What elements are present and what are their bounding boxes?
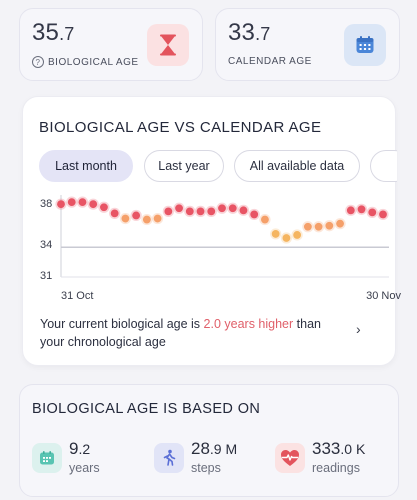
data-point: [121, 214, 130, 223]
data-point: [228, 204, 237, 213]
data-point: [175, 204, 183, 213]
insight-text: Your current biological age is 2.0 years…: [40, 317, 321, 349]
bio-vs-calendar-card: BIOLOGICAL AGE VS CALENDAR AGE Last mont…: [22, 96, 401, 366]
y-tick-label: 34: [40, 239, 52, 251]
data-point: [132, 211, 141, 220]
based-on-title: BIOLOGICAL AGE IS BASED ON: [32, 401, 261, 417]
biological-age-label: ? BIOLOGICAL AGE: [32, 56, 139, 68]
metric-steps-label: steps: [191, 461, 221, 475]
data-point: [164, 207, 173, 216]
tab-more[interactable]: [370, 150, 397, 182]
data-point: [100, 203, 108, 212]
y-tick-label: 38: [40, 198, 52, 210]
data-point: [282, 234, 291, 242]
data-point: [346, 206, 355, 215]
x-tick-label: 31 Oct: [61, 290, 93, 302]
walking-icon: [154, 443, 184, 473]
data-point: [357, 205, 366, 214]
metric-years-label: years: [69, 461, 100, 475]
calendar-icon: [32, 443, 62, 473]
metric-readings-label: readings: [312, 461, 360, 475]
data-point: [207, 207, 216, 216]
data-point: [336, 219, 344, 228]
data-point: [261, 215, 269, 224]
chevron-right-icon[interactable]: ›: [356, 321, 361, 337]
calendar-age-value: 33.7: [228, 19, 271, 46]
data-point: [303, 222, 312, 231]
data-point: [379, 210, 387, 219]
data-point: [250, 210, 259, 219]
calendar-age-card[interactable]: 33.7 CALENDAR AGE: [215, 8, 400, 81]
data-point: [57, 200, 65, 209]
data-point: [142, 215, 151, 224]
data-point: [196, 207, 205, 216]
data-point: [239, 206, 248, 215]
calendar-age-label: CALENDAR AGE: [228, 56, 312, 67]
heart-pulse-icon: [275, 443, 305, 473]
data-point: [314, 222, 323, 231]
tab-last-year[interactable]: Last year: [144, 150, 224, 182]
based-on-card: BIOLOGICAL AGE IS BASED ON 9.2 years 28.…: [19, 384, 399, 497]
data-point: [368, 208, 377, 217]
biological-age-card[interactable]: 35.7 ? BIOLOGICAL AGE: [19, 8, 203, 81]
data-point: [78, 198, 87, 207]
metric-steps-value: 28.9 M: [191, 439, 238, 458]
data-point: [153, 214, 162, 223]
data-point: [325, 221, 334, 230]
tab-all-data[interactable]: All available data: [234, 150, 360, 182]
data-point: [67, 198, 76, 207]
y-tick-label: 31: [40, 270, 52, 282]
data-point: [271, 230, 280, 238]
data-point: [293, 231, 302, 239]
biological-age-value: 35.7: [32, 19, 75, 46]
insight-highlight: 2.0 years higher: [203, 317, 294, 331]
calendar-icon: [344, 24, 386, 66]
metric-years-value: 9.2: [69, 439, 91, 458]
x-tick-label: 30 Nov: [366, 290, 401, 302]
age-scatter-chart: 31 34 38 31 Oct 30 Nov: [40, 195, 401, 302]
chart-title: BIOLOGICAL AGE VS CALENDAR AGE: [39, 119, 322, 136]
help-icon[interactable]: ?: [32, 56, 44, 68]
data-point: [110, 209, 119, 218]
hourglass-icon: [147, 24, 189, 66]
data-point: [185, 207, 194, 216]
data-point: [89, 200, 98, 209]
tab-last-month[interactable]: Last month: [39, 150, 133, 182]
metric-readings-value: 333.0 K: [312, 439, 366, 458]
data-point: [218, 204, 226, 213]
